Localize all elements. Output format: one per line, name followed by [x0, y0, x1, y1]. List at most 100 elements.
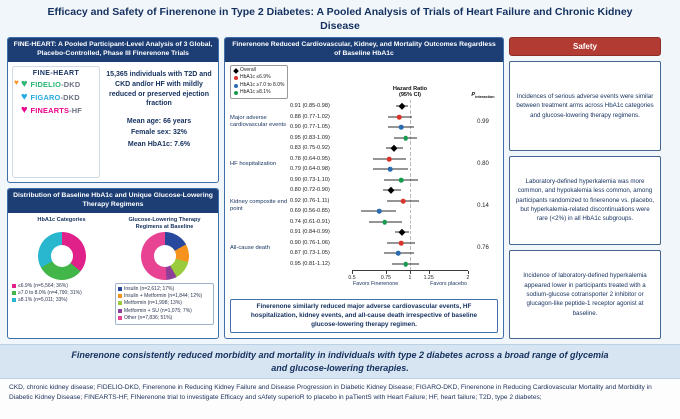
circle-marker-icon: [234, 91, 238, 96]
forest-plot-cell: [352, 194, 468, 208]
forest-plot-cell: [352, 236, 468, 250]
axis-tick: [385, 271, 387, 275]
axis-tick: [352, 271, 353, 275]
legend-swatch: [118, 294, 122, 299]
fine-heart-logo: FINE-HEART ♥ ♥ FIDELIO-DKD ♥ FIGARO-DKD ♥ FIN…: [12, 65, 100, 179]
trial-name: FIDELIO-DKD: [31, 80, 81, 89]
forest-legend-label: HbA1c ≥7.0 to 8.0%: [240, 81, 285, 88]
point-marker: [382, 219, 388, 225]
legend-item: Insulin + Metformin (n=1,844; 12%): [118, 293, 211, 300]
point-marker: [376, 209, 382, 214]
forest-row: 0.95 (0.83-1.09): [290, 131, 468, 145]
forest-legend-item: Overall: [233, 67, 284, 75]
legend-swatch: [12, 298, 16, 303]
axis-tick-label: 1.25: [423, 274, 434, 281]
heart-icon: ♥: [21, 90, 28, 103]
forest-plot-cell: [352, 215, 468, 229]
forest-plot-cell: [352, 131, 468, 145]
heart-icon: ♥: [21, 77, 28, 90]
outcome-label: Kidney composite end point: [230, 199, 288, 213]
reference-line: [410, 215, 411, 229]
outcome-label: All-cause death: [230, 244, 270, 251]
reference-line: [410, 152, 411, 166]
legend-label: Insulin (n=2,612; 17%): [124, 285, 175, 292]
hr-text: 0.91 (0.85-0.98): [290, 103, 330, 110]
hazard-ratio-header: Hazard Ratio (95% CI): [392, 85, 428, 99]
x-axis: 0.5 0.75 1 1.25 2: [348, 270, 469, 283]
hr-text: 0.69 (0.56-0.85): [290, 208, 330, 215]
trial-name-main: FIGARO: [30, 92, 61, 102]
safety-header: Safety: [509, 37, 661, 57]
legend-swatch: [12, 291, 16, 296]
therapy-donut-title: Glucose-Lowering Therapy Regimens at Bas…: [128, 216, 201, 230]
forest-row: 0.69 (0.56-0.85): [290, 205, 468, 218]
legend-label: ≤6.9% (n=5,564; 36%): [18, 282, 68, 289]
legend-item: Other (n=7,836; 51%): [118, 315, 211, 322]
point-marker: [386, 156, 392, 162]
forest-row: 0.90 (0.73-1.10): [290, 173, 468, 187]
forest-outcome-group: All-cause death 0.91 (0.84-0.99) 0.90 (0.7…: [230, 226, 498, 271]
forest-row: 0.78 (0.64-0.95): [290, 152, 468, 166]
circle-marker-icon: [234, 76, 238, 81]
forest-plot: Overall HbA1c ≤6.9% HbA1c ≥7.0 to 8.0% HbA1…: [225, 62, 503, 296]
forest-plot-cell: [352, 173, 468, 187]
reference-line: [410, 142, 411, 155]
forest-plot-cell: [352, 184, 468, 197]
abbreviations-footer: CKD, chronic kidney disease; FIDELIO-DKD…: [0, 379, 680, 419]
donut-hole: [153, 244, 176, 267]
axis-tick-label: 0.75: [380, 274, 391, 281]
hr-text: 0.80 (0.72-0.90): [290, 187, 330, 194]
forest-panel: Finerenone Reduced Cardiovascular, Kidne…: [224, 37, 504, 340]
axis-tick-label: 1: [408, 274, 412, 281]
favors-right-label: Favors placebo: [430, 281, 467, 288]
legend-swatch: [118, 315, 122, 320]
point-marker: [398, 177, 404, 183]
forest-plot-cell: [352, 163, 468, 176]
distribution-panel-header: Distribution of Baseline HbA1c and Uniqu…: [8, 189, 218, 213]
therapy-donut-chart: [140, 231, 189, 280]
hba1c-donut-title: HbA1c Categories: [37, 216, 86, 223]
hr-text: 0.74 (0.61-0.91): [290, 218, 330, 225]
trials-panel-header: FINE-HEART: A Pooled Participant-Level A…: [8, 38, 218, 62]
safety-item-serious-adverse-events: Incidences of serious adverse events wer…: [509, 61, 661, 151]
forest-row: 0.90 (0.77-1.05): [290, 121, 468, 134]
distribution-panel: Distribution of Baseline HbA1c and Uniqu…: [7, 188, 219, 340]
donut-hole: [50, 244, 73, 267]
hr-text: 0.90 (0.76-1.06): [290, 239, 330, 246]
forest-panel-header: Finerenone Reduced Cardiovascular, Kidne…: [225, 38, 503, 62]
forest-row: 0.95 (0.81-1.12): [290, 257, 468, 271]
hr-text: 0.78 (0.64-0.95): [290, 155, 330, 162]
population-text: 15,365 individuals with T2D and CKD and/…: [106, 70, 212, 108]
forest-outcome-group: Major adverse cardiovascular events 0.91 …: [230, 100, 498, 145]
forest-plot-cell: [352, 226, 468, 239]
point-marker: [398, 103, 406, 110]
forest-plot-cell: [352, 152, 468, 166]
forest-outcome-group: Kidney composite end point 0.80 (0.72-0.9…: [230, 184, 498, 229]
point-marker: [396, 251, 401, 256]
hba1c-donut-block: HbA1c Categories ≤6.9% (n=5,564; 36%) ≥7.…: [12, 217, 111, 335]
forest-legend-label: HbA1c ≥8.1%: [240, 89, 271, 96]
stat-mean-age: Mean age: 66 years: [126, 118, 192, 126]
legend-item: ≥8.1% (n=5,011; 33%): [12, 297, 111, 304]
p-interaction-value: 0.76: [477, 245, 489, 252]
forest-row: 0.88 (0.77-1.02): [290, 110, 468, 124]
legend-label: Metformin (n=1,998; 13%): [124, 300, 182, 307]
point-marker: [387, 167, 393, 172]
trial-logo-row: ♥ FIDELIO-DKD: [21, 77, 97, 90]
left-column: FINE-HEART: A Pooled Participant-Level A…: [7, 37, 219, 340]
legend-label: Metformin + SU (n=1,075; 7%): [124, 307, 192, 314]
legend-swatch: [118, 308, 122, 313]
p-interaction-value: 0.99: [477, 119, 489, 126]
hr-text: 0.90 (0.77-1.05): [290, 124, 330, 131]
legend-label: Other (n=7,836; 51%): [124, 314, 173, 321]
trial-name: FIGARO-DKD: [31, 93, 80, 102]
diamond-marker-icon: [233, 67, 239, 74]
forest-plot-cell: [352, 142, 468, 155]
point-marker: [398, 229, 406, 236]
outcome-label: HF hospitalization: [230, 160, 277, 167]
hr-text: 0.95 (0.83-1.09): [290, 134, 330, 141]
hr-text: 0.83 (0.75-0.92): [290, 145, 330, 152]
hr-text: 0.95 (0.81-1.12): [290, 260, 330, 267]
legend-item: ≥7.0 to 8.0% (n=4,790; 31%): [12, 290, 111, 297]
forest-row: 0.92 (0.76-1.11): [290, 194, 468, 208]
